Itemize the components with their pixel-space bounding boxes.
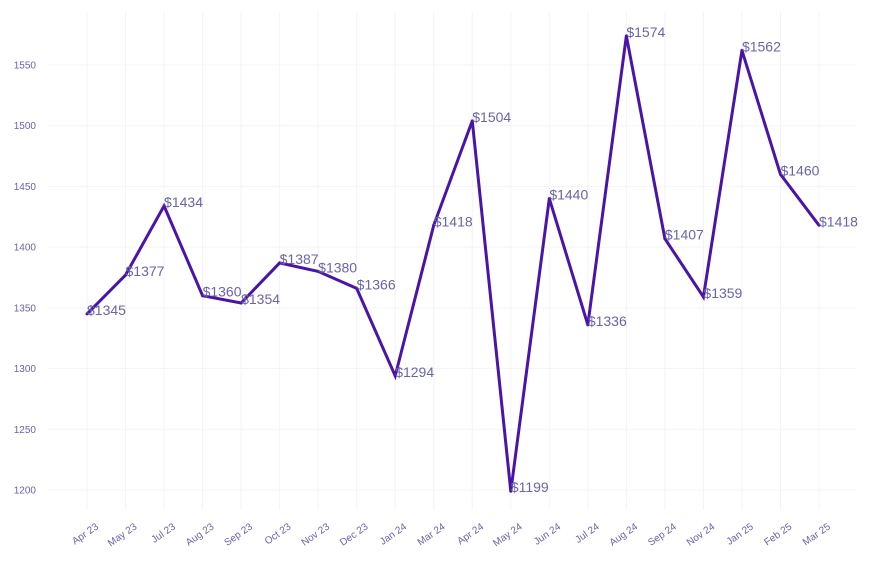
- x-tick-label: Apr 24: [456, 521, 487, 547]
- data-point: [547, 197, 551, 201]
- x-tick-label: May 24: [491, 521, 525, 549]
- y-tick-label: 1400: [14, 243, 37, 254]
- x-tick-label: Dec 23: [338, 521, 371, 548]
- data-point: [740, 48, 744, 52]
- data-point: [278, 261, 282, 265]
- y-tick-label: 1500: [14, 121, 37, 132]
- x-tick-label: Sep 23: [223, 521, 256, 548]
- data-label: $1418: [819, 213, 858, 229]
- x-tick-label: Mar 25: [801, 521, 833, 548]
- data-point: [201, 294, 205, 298]
- x-tick-label: Oct 23: [263, 521, 294, 547]
- data-label: $1504: [472, 109, 511, 125]
- y-tick-label: 1300: [14, 364, 37, 375]
- data-label: $1294: [395, 364, 434, 380]
- x-tick-label: Apr 23: [70, 521, 101, 547]
- y-tick-label: 1550: [14, 61, 37, 72]
- x-tick-label: Jul 23: [150, 521, 179, 546]
- data-points: [85, 34, 821, 493]
- x-tick-label: Jul 24: [573, 521, 602, 546]
- data-point: [393, 374, 397, 378]
- x-tick-label: May 23: [106, 521, 140, 549]
- data-point: [316, 269, 320, 273]
- data-label: $1574: [626, 24, 665, 40]
- data-point: [162, 204, 166, 208]
- x-tick-label: Mar 24: [416, 521, 448, 548]
- x-tick-label: Jan 25: [725, 521, 756, 547]
- data-label: $1562: [742, 38, 781, 54]
- data-point: [470, 119, 474, 123]
- y-tick-label: 1450: [14, 182, 37, 193]
- gridlines: [48, 12, 856, 510]
- data-point: [85, 312, 89, 316]
- data-point: [124, 273, 128, 277]
- data-label: $1345: [87, 302, 126, 318]
- data-label: $1377: [126, 263, 165, 279]
- data-point: [509, 489, 513, 493]
- x-axis-ticks: Apr 23 May 23 Jul 23 Aug 23 Sep 23 Oct 23 Nov …: [70, 521, 833, 549]
- data-label: $1460: [780, 162, 819, 178]
- x-tick-label: Jun 24: [532, 521, 563, 547]
- data-point: [355, 286, 359, 290]
- data-label: $1366: [357, 276, 396, 292]
- data-label: $1199: [511, 479, 549, 495]
- data-label: $1434: [164, 194, 203, 210]
- data-point: [586, 323, 590, 327]
- x-tick-label: Sep 24: [646, 521, 679, 548]
- x-tick-label: Nov 24: [685, 521, 718, 548]
- y-tick-label: 1350: [14, 303, 37, 314]
- x-tick-label: Nov 23: [300, 521, 333, 548]
- x-tick-label: Feb 25: [762, 521, 794, 548]
- data-point: [624, 34, 628, 38]
- data-labels: $1345 $1377 $1434 $1360 $1354 $1387$1380$1366…: [87, 24, 858, 495]
- x-tick-label: Jan 24: [378, 521, 409, 547]
- data-label: $1354: [241, 291, 280, 307]
- data-label: $1336: [588, 313, 627, 329]
- data-label: $1418: [434, 213, 473, 229]
- series-line: [85, 35, 821, 492]
- data-label: $1407: [665, 227, 704, 243]
- y-tick-label: 1200: [14, 486, 37, 497]
- data-label: $1359: [703, 285, 742, 301]
- data-point: [663, 237, 667, 241]
- data-label: $1387: [280, 251, 319, 267]
- y-axis-ticks: 1200 1250 1300 1350 1400 1450 1500 1550: [14, 61, 37, 497]
- x-tick-label: Aug 23: [184, 521, 217, 548]
- data-label: $1360: [203, 284, 242, 300]
- data-label: $1440: [549, 187, 588, 203]
- data-point: [701, 295, 705, 299]
- data-label: $1380: [318, 259, 357, 275]
- y-tick-label: 1250: [14, 425, 37, 436]
- data-point: [239, 301, 243, 305]
- x-tick-label: Aug 24: [608, 521, 641, 548]
- data-point: [817, 223, 821, 227]
- data-point: [432, 223, 436, 227]
- data-point: [778, 172, 782, 176]
